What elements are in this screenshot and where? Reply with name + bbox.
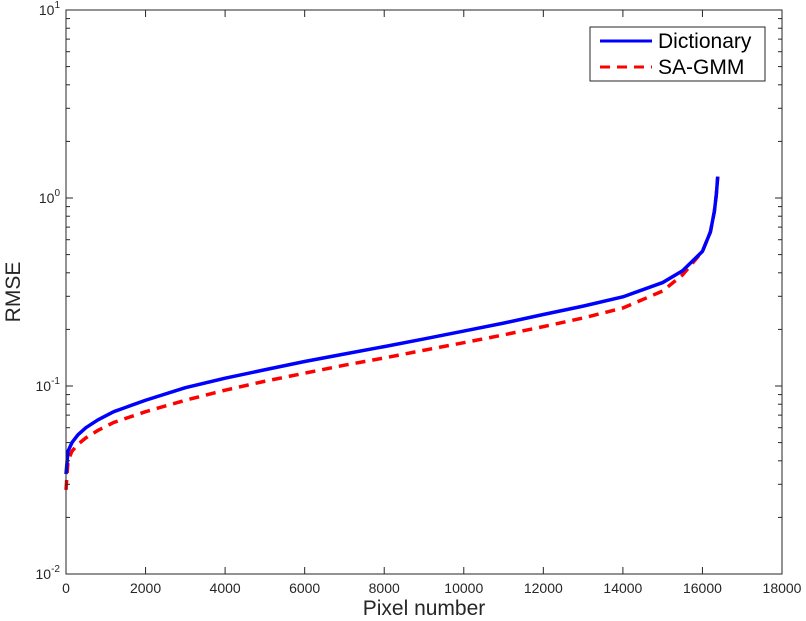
legend-label-dictionary: Dictionary	[658, 30, 752, 53]
legend-box	[589, 26, 766, 82]
series-line-dictionary	[64, 176, 720, 475]
x-tick-label: 14000	[603, 580, 642, 596]
legend: Dictionary SA-GMM	[589, 26, 766, 82]
y-tick-label: 10-1	[36, 376, 61, 394]
x-tick-label: 10000	[444, 580, 483, 596]
x-tick-label: 2000	[130, 580, 161, 596]
plot-area	[66, 10, 782, 574]
y-axis-title: RMSE	[2, 262, 25, 323]
x-axis-title: Pixel number	[363, 597, 486, 620]
axes-layer	[65, 9, 783, 575]
x-tick-label: 12000	[524, 580, 563, 596]
y-tick-label: 100	[39, 188, 61, 206]
x-tick-label: 8000	[369, 580, 400, 596]
x-tick-label: 16000	[683, 580, 722, 596]
axes-box	[65, 9, 783, 575]
x-tick-label: 0	[62, 580, 70, 596]
x-tick-label: 4000	[210, 580, 241, 596]
ticks-layer: 0 2000 4000 6000 8000 10000 12000 14000 16000 180…	[36, 0, 802, 596]
x-tick-label: 18000	[763, 580, 802, 596]
series-layer	[64, 176, 720, 491]
y-tick-label: 10-2	[36, 564, 61, 582]
y-tick-label: 101	[39, 0, 61, 18]
legend-label-sa-gmm: SA-GMM	[658, 56, 744, 79]
x-tick-label: 6000	[289, 580, 320, 596]
